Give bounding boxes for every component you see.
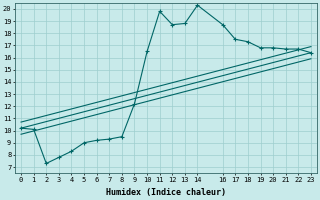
X-axis label: Humidex (Indice chaleur): Humidex (Indice chaleur) bbox=[106, 188, 226, 197]
